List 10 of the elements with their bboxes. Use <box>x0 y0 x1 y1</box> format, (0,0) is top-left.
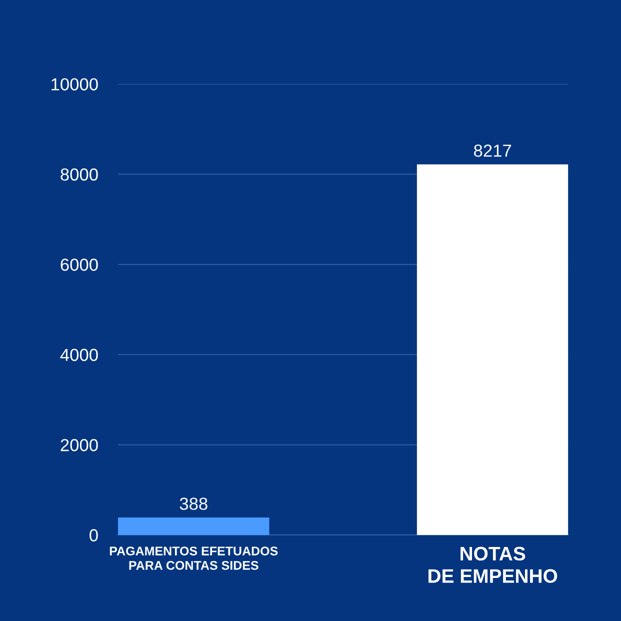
y-tick-label: 0 <box>90 529 98 542</box>
data-label: 8217 <box>474 144 512 157</box>
x-tick-label: NOTAS DE EMPENHO <box>428 546 558 583</box>
y-tick-label: 8000 <box>60 168 98 181</box>
data-label: 388 <box>180 498 208 510</box>
y-tick-label: 2000 <box>60 438 98 452</box>
y-tick-label: 6000 <box>60 258 98 271</box>
y-tick-label: 10000 <box>52 78 98 90</box>
y-tick-label: 4000 <box>60 348 98 362</box>
x-tick-label: PAGAMENTOS EFETUADOS PARA CONTAS SIDES <box>110 546 278 570</box>
